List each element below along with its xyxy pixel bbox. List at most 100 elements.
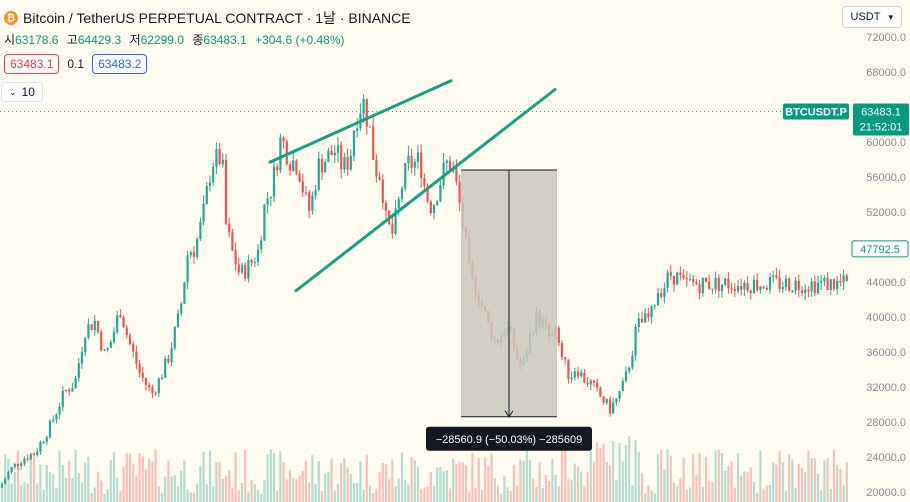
price-tick-label: 36000.0 xyxy=(866,347,906,359)
volume-bar xyxy=(746,472,749,502)
drawing-layer[interactable]: −28560.9 (−50.03%) −285609 xyxy=(0,79,850,451)
candle-body xyxy=(784,278,788,288)
volume-bar xyxy=(250,480,253,502)
volume-bar xyxy=(580,471,583,502)
candle-body xyxy=(749,290,752,294)
symbol-title[interactable]: Bitcoin / TetherUS PERPETUAL CONTRACT · … xyxy=(23,10,411,26)
volume-bar xyxy=(644,493,647,502)
volume-bar xyxy=(778,451,781,502)
volume-bar xyxy=(820,490,823,502)
volume-bar xyxy=(234,452,237,502)
candle-body xyxy=(599,387,602,397)
candlestick-series xyxy=(0,94,848,489)
candle-body xyxy=(842,275,845,283)
volume-bar xyxy=(23,481,26,502)
volume-bar xyxy=(666,449,669,502)
candle-body xyxy=(692,279,695,283)
candle-body xyxy=(29,454,32,460)
candle-body xyxy=(768,276,772,290)
candle-body xyxy=(589,380,592,385)
volume-bar xyxy=(279,451,282,502)
candle-body xyxy=(141,372,144,378)
volume-bar xyxy=(672,482,676,502)
volume-bar xyxy=(61,465,64,502)
volume-bar xyxy=(436,467,439,502)
candle-body xyxy=(420,152,423,178)
highlight-price-label: 47792.5 xyxy=(860,244,900,256)
volume-bar xyxy=(685,489,688,502)
candle-body xyxy=(666,272,669,289)
volume-bar xyxy=(45,464,48,502)
volume-bar xyxy=(228,470,231,502)
candle-body xyxy=(260,240,263,250)
candle-body xyxy=(410,155,413,168)
volume-bar xyxy=(359,461,362,502)
candle-body xyxy=(4,479,7,485)
volume-bar xyxy=(128,453,132,502)
candle-body xyxy=(845,275,848,281)
volume-bar xyxy=(727,465,730,502)
volume-bar xyxy=(397,478,400,502)
volume-bar xyxy=(324,473,327,502)
candle-body xyxy=(730,288,733,290)
volume-bar xyxy=(333,490,336,502)
volume-bar xyxy=(720,453,724,502)
close-value: 63483.1 xyxy=(203,33,247,47)
candle-body xyxy=(631,355,634,368)
candle-body xyxy=(724,278,727,285)
candle-body xyxy=(746,283,749,291)
volume-bar xyxy=(269,449,272,502)
candle-body xyxy=(791,290,794,292)
volume-bar xyxy=(468,491,471,502)
volume-bar xyxy=(596,442,599,502)
candle-body xyxy=(333,152,336,156)
volume-bar xyxy=(679,478,682,502)
candle-body xyxy=(45,437,48,442)
candle-body xyxy=(256,249,260,262)
volume-bar xyxy=(688,487,692,502)
volume-bar xyxy=(692,453,695,502)
volume-bar xyxy=(810,458,813,502)
price-axis[interactable]: 20000.0 24000.0 28000.0 32000.0 36000.0 40000… xyxy=(783,0,910,502)
candle-body xyxy=(455,168,458,182)
candle-body xyxy=(756,279,759,290)
candle-body xyxy=(308,192,311,211)
volume-bar xyxy=(170,476,173,502)
volume-bar xyxy=(797,464,800,502)
candle-body xyxy=(804,289,807,294)
volume-bar xyxy=(327,471,330,502)
candle-body xyxy=(288,164,292,171)
volume-bar xyxy=(372,492,375,502)
candle-body xyxy=(215,149,218,167)
volume-bar xyxy=(247,491,250,502)
wedge-lower-trendline[interactable] xyxy=(294,88,557,293)
indicator-toggle[interactable]: ⌄ 10 xyxy=(1,82,43,102)
volume-bar xyxy=(80,482,84,502)
candle-body xyxy=(836,280,839,290)
volume-bar xyxy=(103,493,106,502)
candle-body xyxy=(39,442,42,452)
candle-body xyxy=(138,364,141,373)
volume-bar xyxy=(368,485,372,502)
volume-bar xyxy=(484,457,487,502)
buy-price-button[interactable]: 63483.2 xyxy=(92,54,148,74)
candle-body xyxy=(148,384,151,388)
sell-price-button[interactable]: 63483.1 xyxy=(4,54,60,74)
currency-select[interactable]: USDT ▾ xyxy=(841,6,902,28)
volume-bar xyxy=(282,462,285,502)
candle-body xyxy=(797,280,800,290)
candle-body xyxy=(87,324,90,338)
candle-body xyxy=(192,252,196,257)
volume-bar xyxy=(730,461,733,502)
volume-bar xyxy=(349,473,352,502)
candle-body xyxy=(199,221,202,240)
candle-body xyxy=(794,280,797,291)
candle-body xyxy=(596,382,599,388)
volume-bar xyxy=(752,481,756,502)
price-tick-label: 40000.0 xyxy=(866,312,906,324)
volume-bar xyxy=(256,489,260,502)
wedge-upper-trendline[interactable] xyxy=(268,79,453,164)
volume-bar xyxy=(445,470,448,502)
volume-bar xyxy=(317,461,320,502)
